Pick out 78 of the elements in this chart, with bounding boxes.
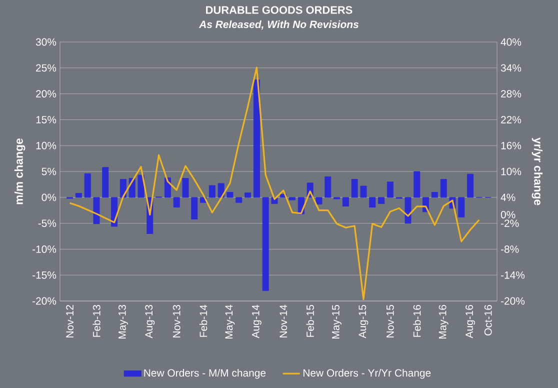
- chart-title: DURABLE GOODS ORDERS: [206, 6, 352, 14]
- line-series: [68, 66, 480, 300]
- bar: [431, 192, 438, 198]
- y2-tick-label: 22%: [501, 116, 522, 124]
- x-tick-label: Feb-14: [199, 304, 208, 337]
- x-tick-label: May-14: [225, 304, 235, 339]
- x-tick-label: Aug-14: [252, 304, 262, 338]
- y2-tick-label: 4%: [500, 194, 516, 202]
- y2-tick-label: 40%: [500, 38, 522, 46]
- x-tick-label: Aug-16: [466, 304, 476, 338]
- bar: [244, 192, 252, 198]
- bar: [262, 197, 269, 291]
- bar: [93, 197, 100, 224]
- bar: [378, 197, 385, 204]
- x-tick-label: May-15: [332, 304, 342, 339]
- y-axis-title: m/m change: [14, 138, 26, 204]
- y2-axis-title: yr/yr change: [532, 138, 543, 206]
- y-tick-label: 0%: [42, 194, 56, 202]
- x-tick-label: May-16: [438, 304, 448, 339]
- bar: [208, 185, 216, 198]
- x-tick-label: Aug-13: [145, 304, 155, 338]
- y-tick-label: 25%: [36, 64, 56, 72]
- x-tick-label: Nov-12: [66, 305, 74, 338]
- bar: [226, 192, 234, 198]
- bar: [120, 179, 126, 198]
- bar: [84, 173, 91, 198]
- x-tick-label: Nov-15: [386, 304, 394, 338]
- legend-label: New Orders - Yr/Yr Change: [303, 368, 431, 379]
- y-tick-label: 5%: [42, 168, 56, 176]
- y-tick-label: -15%: [32, 271, 56, 279]
- bar: [218, 183, 224, 198]
- bar: [102, 167, 109, 198]
- bar: [342, 197, 349, 206]
- bar: [138, 174, 144, 198]
- bar: [369, 197, 376, 208]
- y-tick-label: 10%: [36, 142, 56, 150]
- y2-tick-label: 0%: [500, 210, 516, 218]
- bar: [289, 197, 296, 200]
- x-tick-label: Aug-15: [358, 304, 368, 338]
- x-tick-label: Nov-13: [172, 304, 180, 338]
- bar: [386, 182, 394, 198]
- x-tick-label: Nov-14: [280, 304, 288, 338]
- x-tick-label: Oct-16: [484, 304, 492, 336]
- x-tick-label: Feb-15: [306, 304, 314, 337]
- y2-tick-label: -14%: [500, 271, 525, 279]
- y-tick-label: -20%: [32, 297, 56, 305]
- y-tick-label: -5%: [38, 220, 56, 227]
- bar: [404, 197, 412, 224]
- bar: [253, 80, 260, 198]
- bar: [173, 197, 180, 208]
- y-tick-label: 20%: [36, 90, 56, 98]
- x-tick-label: May-13: [118, 304, 128, 339]
- y2-tick-label: -8%: [500, 246, 519, 253]
- legend-label: New Orders - M/M change: [144, 368, 266, 379]
- bar: [414, 171, 420, 198]
- y2-tick-label: 10%: [501, 168, 522, 176]
- bar: [75, 193, 82, 198]
- y-tick-label: 30%: [36, 38, 56, 46]
- y-tick-label: 15%: [36, 116, 56, 124]
- y2-tick-label: 34%: [500, 64, 522, 72]
- y2-tick-label: -20%: [500, 297, 525, 305]
- y2-tick-label: -2%: [500, 220, 519, 227]
- bar: [458, 197, 465, 218]
- bar: [467, 174, 474, 198]
- bar: [351, 179, 358, 198]
- y2-tick-label: 16%: [501, 142, 522, 150]
- bar: [191, 197, 198, 220]
- bar: [440, 179, 447, 198]
- bar: [182, 178, 189, 198]
- bar: [360, 186, 367, 198]
- x-tick-label: Feb-16: [413, 304, 421, 337]
- bar: [236, 197, 242, 203]
- y-tick-label: -10%: [32, 246, 56, 253]
- x-tick-label: Feb-13: [92, 304, 100, 337]
- bar: [316, 197, 322, 204]
- chart-subtitle: As Released, With No Revisions: [198, 20, 359, 30]
- y2-tick-label: 28%: [501, 90, 522, 98]
- bar: [324, 176, 332, 198]
